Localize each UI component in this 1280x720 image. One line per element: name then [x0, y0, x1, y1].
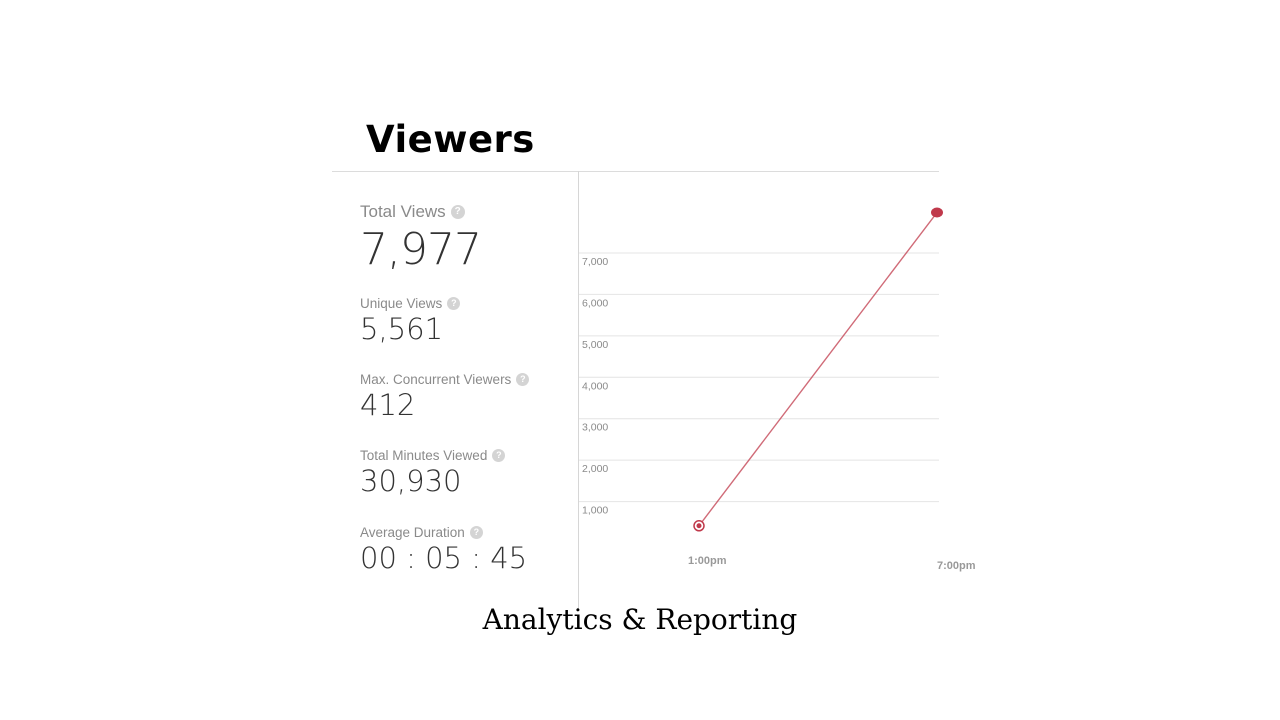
help-icon[interactable]: ? [516, 373, 530, 386]
header-divider [332, 171, 939, 172]
stat-label-max-concurrent-viewers: Max. Concurrent Viewers [360, 372, 512, 387]
help-icon[interactable]: ? [447, 297, 461, 310]
y-tick-label: 6,000 [582, 297, 608, 309]
y-tick-label: 5,000 [582, 339, 608, 351]
stat-unique-views: Unique Views ? 5,561 [360, 296, 461, 346]
stat-value-unique-views: 5,561 [360, 312, 444, 346]
help-icon[interactable]: ? [450, 205, 465, 219]
stat-label-total-views: Total Views [360, 202, 446, 221]
stat-total-views: Total Views ? 7,977 [360, 202, 482, 275]
caption: Analytics & Reporting [482, 603, 798, 636]
data-point [696, 523, 702, 529]
stat-label-unique-views: Unique Views [360, 296, 443, 311]
y-tick-label: 3,000 [582, 422, 608, 434]
stat-average-duration: Average Duration ? 00 : 05 : 45 [360, 525, 527, 575]
stat-value-average-duration: 00 : 05 : 45 [360, 541, 528, 575]
y-tick-label: 4,000 [582, 380, 608, 392]
x-tick-label: 7:00pm [937, 560, 976, 572]
stat-value-total-views: 7,977 [360, 224, 482, 275]
y-tick-label: 2,000 [582, 463, 608, 475]
help-icon[interactable]: ? [492, 449, 506, 462]
viewers-heading: Viewers [366, 118, 535, 161]
help-icon[interactable]: ? [469, 526, 483, 539]
series-line [698, 212, 938, 527]
stat-value-total-minutes-viewed: 30,930 [360, 464, 462, 498]
panel-divider [578, 171, 579, 611]
y-tick-label: 7,000 [582, 256, 608, 268]
stat-value-max-concurrent-viewers: 412 [360, 388, 416, 422]
x-tick-label: 1:00pm [688, 555, 727, 567]
stat-label-average-duration: Average Duration [360, 525, 465, 540]
stat-label-total-minutes-viewed: Total Minutes Viewed [360, 448, 488, 463]
data-point [931, 207, 943, 218]
y-tick-label: 1,000 [582, 505, 608, 517]
stat-max-concurrent-viewers: Max. Concurrent Viewers ? 412 [360, 372, 530, 422]
stat-total-minutes-viewed: Total Minutes Viewed ? 30,930 [360, 448, 506, 498]
